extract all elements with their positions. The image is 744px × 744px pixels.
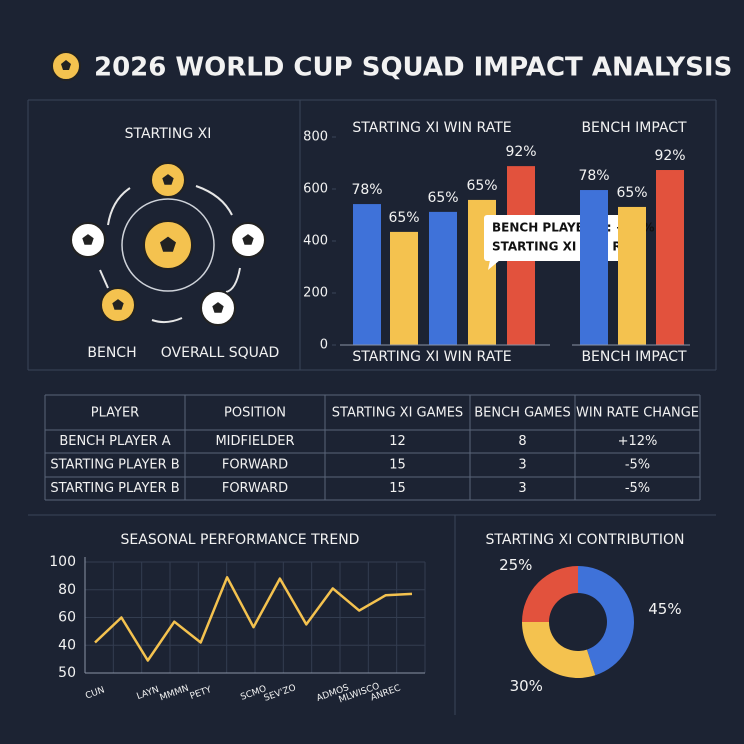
bar-annotation: 65% — [466, 178, 497, 194]
y-tick-label: 600 — [303, 182, 328, 197]
table-cell: 15 — [389, 458, 406, 473]
bar — [429, 211, 457, 345]
table-cell: BENCH PLAYER A — [59, 434, 170, 449]
bar-annotation: 65% — [427, 190, 458, 206]
table-header: WIN RATE CHANGE — [576, 406, 699, 421]
table-cell: 15 — [389, 481, 406, 496]
table-header: STARTING XI GAMES — [332, 406, 463, 421]
diagram-title: STARTING XI — [125, 126, 212, 142]
pie-slice — [522, 622, 596, 678]
y-tick-label: 0 — [320, 338, 328, 353]
bar-annotation: 92% — [654, 148, 685, 164]
table-cell: STARTING PLAYER B — [50, 481, 179, 496]
x-axis-label: BENCH IMPACT — [581, 349, 687, 365]
table-cell: 3 — [518, 458, 526, 473]
page-title: 2026 WORLD CUP SQUAD IMPACT ANALYSIS — [94, 53, 732, 83]
table-header: PLAYER — [91, 406, 139, 421]
table-cell: MIDFIELDER — [215, 434, 294, 449]
y-tick-label: 40 — [58, 637, 76, 653]
chart-title: STARTING XI WIN RATE — [352, 120, 511, 136]
bar — [618, 206, 646, 345]
balls — [70, 162, 266, 326]
ball-patch — [162, 174, 174, 185]
table-cell: 12 — [389, 434, 406, 449]
table-cell: FORWARD — [222, 481, 288, 496]
bar-annotation: 78% — [578, 168, 609, 184]
diagram-label: BENCH — [87, 345, 136, 361]
x-axis-label: STARTING XI WIN RATE — [352, 349, 511, 365]
bar — [580, 190, 608, 345]
y-tick-label: 60 — [58, 610, 76, 626]
pie-slice — [522, 566, 578, 622]
chart-title: SEASONAL PERFORMANCE TREND — [121, 532, 360, 548]
bar — [390, 231, 418, 345]
trend-line — [94, 576, 413, 662]
y-tick-label: 200 — [303, 286, 328, 301]
ball-patch — [212, 302, 224, 313]
chart-title: STARTING XI CONTRIBUTION — [486, 532, 685, 548]
bar — [353, 204, 381, 345]
connectors — [99, 185, 241, 324]
table-cell: 3 — [518, 481, 526, 496]
table-cell: STARTING PLAYER B — [50, 458, 179, 473]
callout-text: BENCH PLAYER A: +12% — [492, 221, 655, 235]
table-cell: FORWARD — [222, 458, 288, 473]
callout-pointer — [488, 260, 500, 270]
table-cell: +12% — [618, 434, 658, 449]
bar-annotation: 65% — [388, 210, 419, 226]
table-cell: 8 — [518, 434, 526, 449]
ball-patch — [160, 236, 176, 252]
table-header: BENCH GAMES — [474, 406, 571, 421]
bar — [656, 170, 684, 345]
y-tick-label: 100 — [49, 554, 76, 570]
table-cell: -5% — [625, 481, 650, 496]
slice-label: 45% — [648, 600, 681, 618]
ball-patch — [242, 234, 254, 245]
y-tick-label: 50 — [58, 665, 76, 681]
slice-label: 25% — [499, 556, 532, 574]
y-tick-label: 800 — [303, 130, 328, 145]
y-tick-label: 400 — [303, 234, 328, 249]
chart-title: BENCH IMPACT — [581, 120, 687, 136]
ring — [121, 198, 215, 292]
ball-patch — [112, 299, 124, 310]
title-icon — [51, 51, 81, 81]
table-cell: -5% — [625, 458, 650, 473]
bar-annotation: 78% — [351, 182, 382, 198]
ball-patch — [82, 234, 94, 245]
bar-annotation: 65% — [616, 185, 647, 201]
pie-slice — [578, 566, 634, 676]
bar-annotation: 92% — [505, 144, 536, 160]
diagram-label: OVERALL SQUAD — [161, 345, 280, 361]
y-tick-label: 80 — [58, 582, 76, 598]
table-header: POSITION — [224, 406, 286, 421]
slice-label: 30% — [510, 677, 543, 695]
